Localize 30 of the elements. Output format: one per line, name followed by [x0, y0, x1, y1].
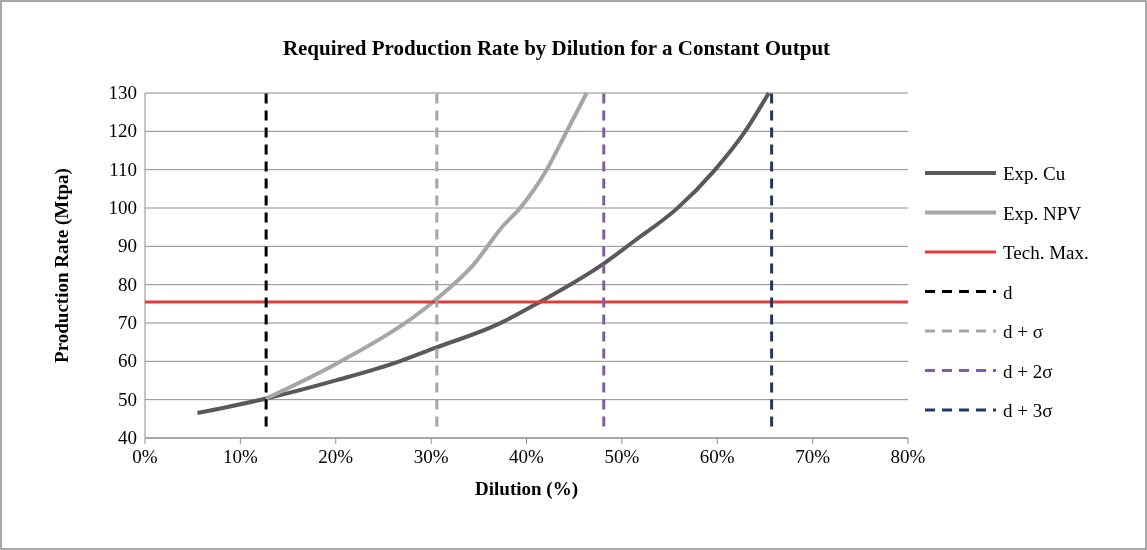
x-tick-label: 10% [222, 446, 258, 467]
y-axis-title: Production Rate (Mtpa) [51, 168, 73, 363]
legend-label: Exp. NPV [1003, 202, 1082, 224]
x-tick-label: 60% [699, 446, 735, 467]
x-axis-title: Dilution (%) [475, 478, 578, 500]
x-tick-label: 50% [604, 446, 640, 467]
y-tick-label: 120 [108, 120, 137, 142]
x-tick-label: 40% [509, 446, 545, 467]
legend-label: d [1003, 281, 1013, 303]
y-tick-label: 60 [118, 350, 137, 372]
legend-label: Tech. Max. [1003, 242, 1089, 263]
x-tick-label: 20% [318, 446, 354, 467]
y-tick-label: 50 [118, 388, 137, 410]
y-tick-label: 110 [109, 158, 137, 180]
y-tick-label: 130 [108, 82, 137, 103]
x-tick-label: 30% [413, 446, 449, 467]
x-tick-label: 70% [795, 446, 831, 467]
x-tick-label: 80% [890, 446, 926, 467]
legend-label: d + 3σ [1003, 400, 1053, 421]
y-tick-label: 70 [118, 312, 137, 333]
legend-label: d + σ [1003, 321, 1043, 342]
x-tick-label: 0% [132, 446, 158, 467]
y-tick-label: 80 [118, 273, 137, 295]
y-tick-label: 100 [108, 197, 137, 218]
y-tick-label: 90 [118, 235, 137, 257]
y-tick-label: 40 [118, 427, 137, 448]
line-series [195, 91, 771, 416]
chart-title: Required Production Rate by Dilution for a Constant Output [282, 36, 831, 60]
legend-label: Exp. Cu [1003, 163, 1066, 184]
legend-label: d + 2σ [1003, 360, 1053, 382]
